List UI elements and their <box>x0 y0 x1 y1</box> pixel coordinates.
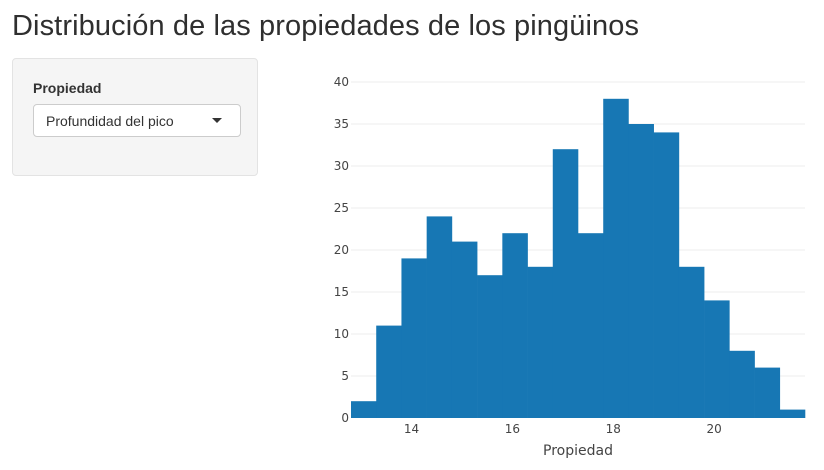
histogram-bar <box>552 149 579 418</box>
histogram-bar <box>729 350 755 418</box>
y-tick-label: 30 <box>334 159 349 173</box>
histogram-bar <box>401 258 427 418</box>
histogram-bar <box>477 275 503 418</box>
histogram-bar <box>578 233 604 418</box>
histogram-chart: 0 5 10 15 20 25 30 35 40 14 16 18 20 Propiedad <box>334 75 806 459</box>
histogram-bar <box>603 98 629 419</box>
histogram-bar <box>376 325 402 418</box>
y-tick-label: 15 <box>334 285 349 299</box>
histogram-bar <box>502 233 528 418</box>
page-title: Distribución de las propiedades de los p… <box>12 10 640 42</box>
x-tick-label: 16 <box>505 422 520 436</box>
y-tick-label: 20 <box>334 243 349 257</box>
histogram-bar <box>351 401 377 418</box>
x-tick-label: 14 <box>404 422 419 436</box>
y-tick-label: 40 <box>334 75 349 89</box>
y-tick-label: 0 <box>341 411 349 425</box>
histogram-bar <box>704 300 730 418</box>
property-label: Propiedad <box>33 80 102 96</box>
caret-down-icon <box>212 118 222 123</box>
y-tick-label: 5 <box>341 369 349 383</box>
y-tick-label: 10 <box>334 327 349 341</box>
histogram-bar <box>779 409 806 418</box>
property-select-value: Profundidad del pico <box>46 113 174 129</box>
x-tick-label: 18 <box>606 422 621 436</box>
property-select[interactable]: Profundidad del pico <box>33 104 241 137</box>
histogram-bar <box>628 124 654 418</box>
x-axis-title: Propiedad <box>543 443 613 459</box>
y-tick-label: 35 <box>334 117 349 131</box>
y-tick-label: 25 <box>334 201 349 215</box>
sidebar-panel: Propiedad Profundidad del pico <box>12 58 258 176</box>
histogram-bar <box>653 132 680 418</box>
histogram-bar <box>426 216 453 418</box>
histogram-bar <box>527 266 554 418</box>
histogram-bar <box>451 241 478 418</box>
x-tick-label: 20 <box>707 422 722 436</box>
histogram-bar <box>754 367 781 418</box>
histogram-bar <box>678 266 705 418</box>
